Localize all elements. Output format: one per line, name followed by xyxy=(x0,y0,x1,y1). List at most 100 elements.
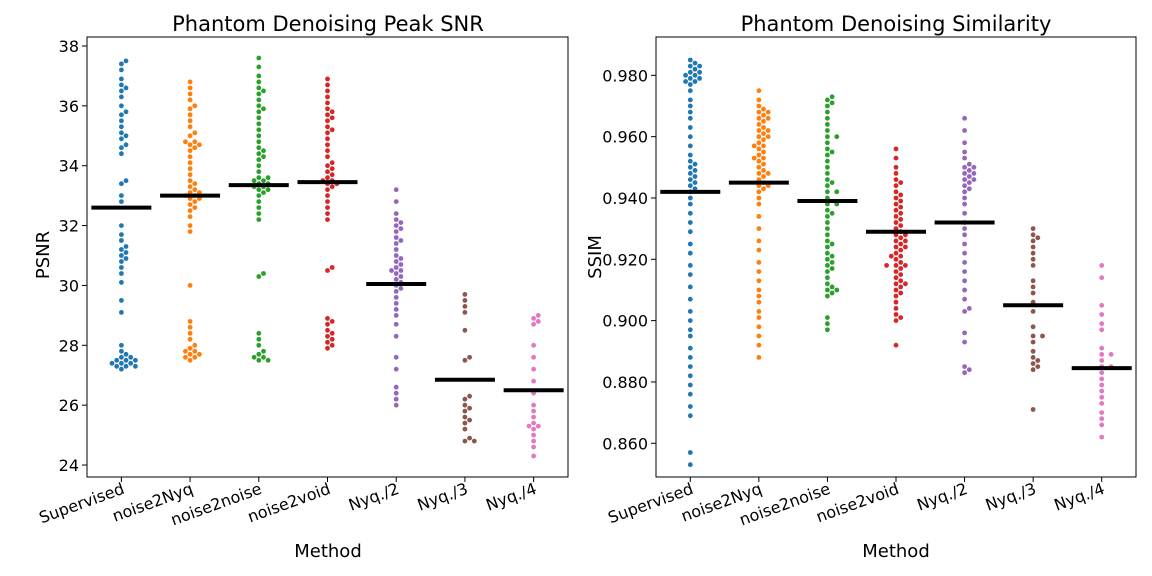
data-point xyxy=(187,357,193,363)
data-point xyxy=(829,253,835,259)
data-point xyxy=(1099,382,1105,388)
data-point xyxy=(687,57,693,63)
x-tick-label: Nyq./3 xyxy=(983,479,1039,515)
data-point xyxy=(192,145,198,151)
data-point xyxy=(893,207,899,213)
data-point xyxy=(261,190,266,196)
data-point xyxy=(765,134,771,140)
data-point xyxy=(687,152,693,158)
data-point xyxy=(756,247,762,253)
data-point xyxy=(256,79,262,85)
data-point xyxy=(893,146,899,152)
data-point xyxy=(756,315,762,320)
y-tick-label: 0.860 xyxy=(602,434,648,453)
data-point xyxy=(119,82,124,88)
data-point xyxy=(971,164,977,170)
data-point xyxy=(531,366,536,372)
data-point xyxy=(119,342,124,348)
data-point xyxy=(893,318,899,323)
data-point xyxy=(531,321,536,327)
data-point xyxy=(256,151,262,157)
data-point xyxy=(834,134,840,140)
data-point xyxy=(325,154,330,160)
data-point xyxy=(893,183,899,189)
data-point xyxy=(531,453,536,459)
data-point xyxy=(756,287,762,293)
data-point xyxy=(687,382,693,388)
data-point xyxy=(393,289,399,294)
data-point xyxy=(187,142,193,148)
y-tick-label: 0.960 xyxy=(602,128,648,147)
data-point xyxy=(692,174,698,179)
data-point xyxy=(256,55,262,61)
data-point xyxy=(325,339,330,345)
data-point xyxy=(325,106,330,112)
data-point xyxy=(761,155,766,161)
data-point xyxy=(1099,388,1105,394)
data-point xyxy=(829,210,835,216)
y-tick-label: 34 xyxy=(59,157,79,176)
data-point xyxy=(133,363,138,369)
data-point xyxy=(697,69,702,75)
data-point xyxy=(531,316,536,321)
data-point xyxy=(119,259,124,264)
data-point xyxy=(535,423,541,429)
data-point xyxy=(765,171,771,176)
data-point xyxy=(325,211,330,217)
data-point xyxy=(829,241,835,247)
data-point xyxy=(756,146,762,152)
data-point xyxy=(261,348,266,354)
data-point xyxy=(687,103,693,109)
data-point xyxy=(825,321,830,327)
data-point xyxy=(687,364,693,369)
ssim-chart-panel: Phantom Denoising Similarity SSIM Method… xyxy=(585,12,1137,562)
data-point xyxy=(962,287,967,293)
data-point xyxy=(329,166,335,172)
data-point xyxy=(531,408,536,414)
data-point xyxy=(325,142,330,148)
data-point xyxy=(962,269,967,274)
data-point xyxy=(325,321,330,327)
data-point xyxy=(119,366,124,372)
data-point xyxy=(187,330,193,336)
data-point xyxy=(187,97,193,103)
data-point xyxy=(687,183,693,189)
data-point xyxy=(751,143,757,149)
data-point xyxy=(825,183,830,189)
data-point xyxy=(756,152,762,158)
data-point xyxy=(187,324,193,330)
data-point xyxy=(1099,275,1105,281)
data-point xyxy=(962,309,967,314)
data-point xyxy=(256,97,262,103)
data-point xyxy=(1099,401,1105,406)
data-point xyxy=(109,360,115,366)
data-point xyxy=(531,438,536,444)
data-point xyxy=(462,438,468,444)
data-point xyxy=(898,266,904,271)
data-point xyxy=(962,183,967,189)
data-point xyxy=(687,229,693,235)
data-point xyxy=(825,152,830,158)
data-point xyxy=(393,321,399,327)
data-point xyxy=(531,354,536,360)
data-point xyxy=(825,244,830,250)
data-point xyxy=(251,178,257,184)
data-point xyxy=(893,275,899,281)
data-point xyxy=(393,199,399,205)
data-point xyxy=(692,79,698,84)
data-point xyxy=(1099,327,1105,333)
data-point xyxy=(898,198,904,204)
data-point xyxy=(393,384,399,390)
data-point xyxy=(187,85,193,91)
data-point xyxy=(1030,232,1036,238)
data-point xyxy=(329,109,335,115)
data-point xyxy=(971,177,977,183)
data-point xyxy=(183,354,188,360)
data-point xyxy=(756,140,762,146)
y-tick-label: 0.980 xyxy=(602,66,648,85)
data-point xyxy=(825,122,830,127)
data-point xyxy=(531,420,536,426)
data-point xyxy=(261,271,266,276)
data-point xyxy=(329,330,335,336)
data-point xyxy=(687,109,693,115)
